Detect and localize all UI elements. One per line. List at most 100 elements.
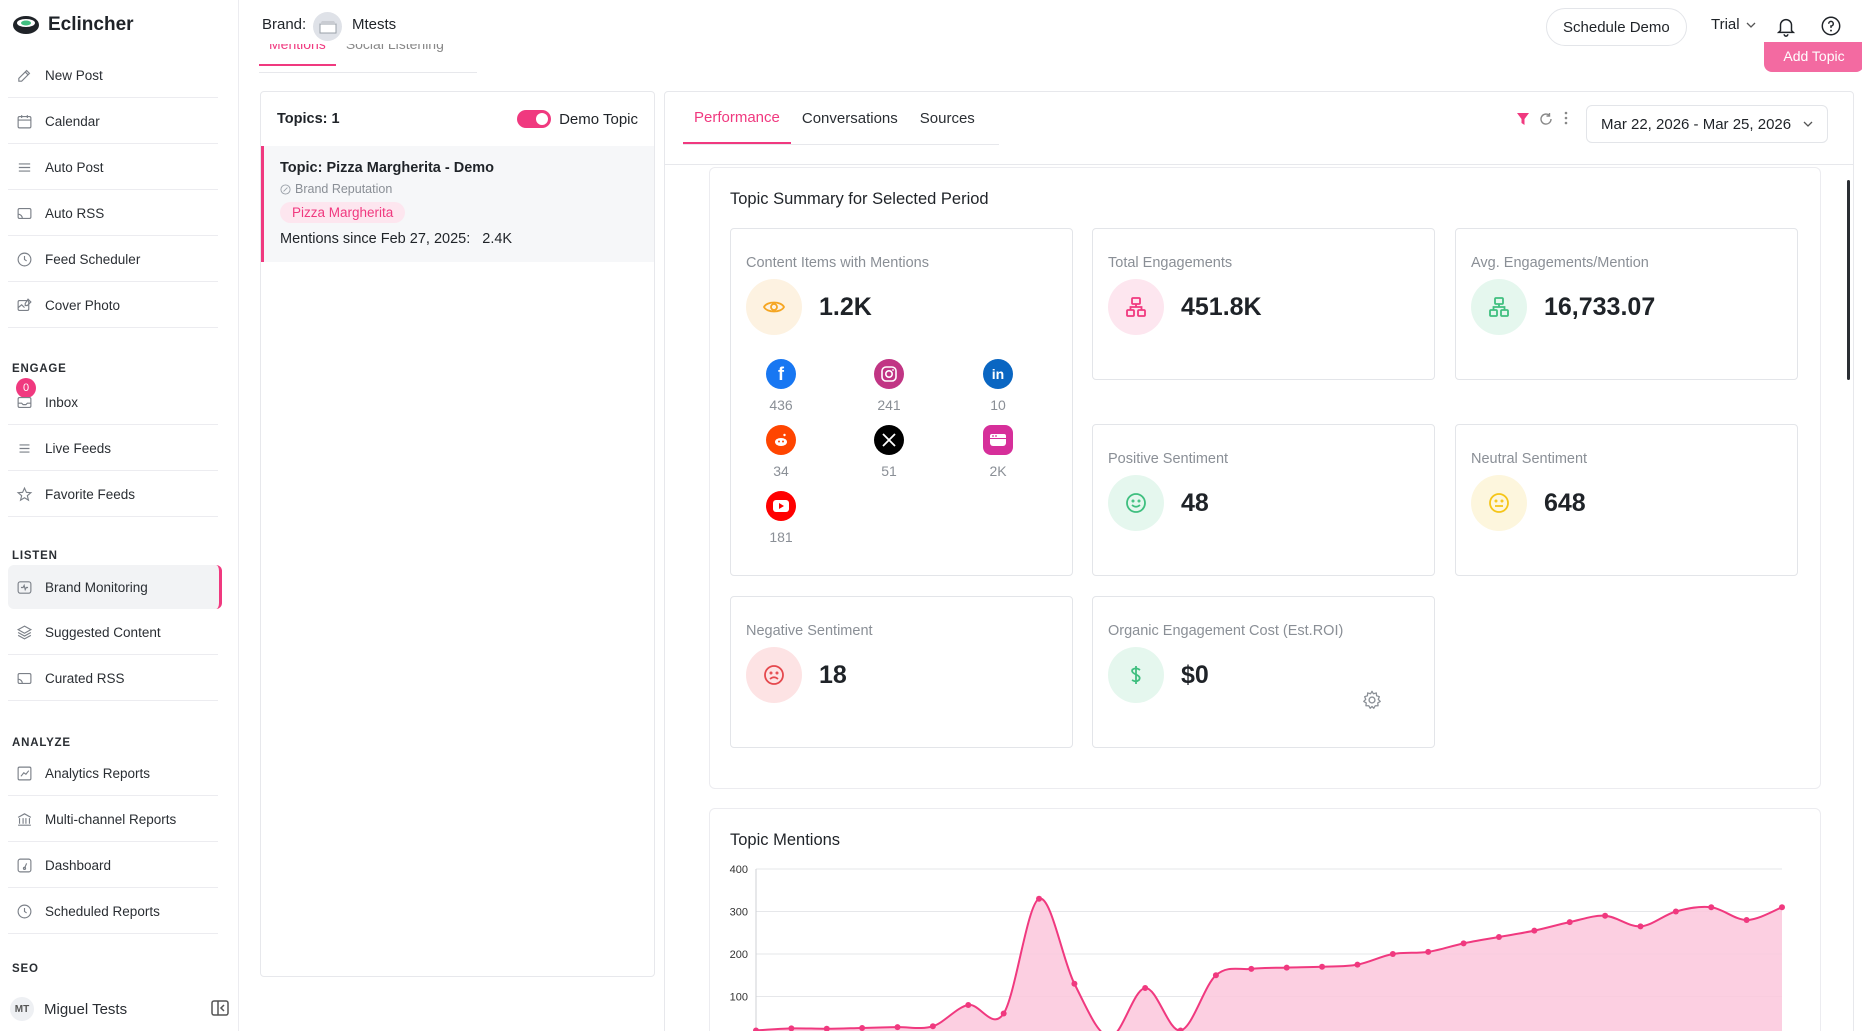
logo[interactable]: Eclincher: [12, 14, 134, 36]
date-range-value: Mar 22, 2026 - Mar 25, 2026: [1601, 115, 1792, 133]
network-count: 2K: [989, 463, 1007, 479]
organic-cost-card: Organic Engagement Cost (Est.ROI) $0: [1092, 596, 1435, 748]
sidebar-item-analytics-reports[interactable]: Analytics Reports: [8, 752, 218, 796]
linkedin-icon: in: [983, 359, 1013, 389]
avg-engagements-value: 16,733.07: [1544, 293, 1656, 321]
sidebar-item-label: New Post: [45, 68, 103, 83]
tab-sources[interactable]: Sources: [919, 109, 975, 127]
scrollbar[interactable]: [1847, 180, 1850, 380]
negative-sentiment-value: 18: [819, 661, 847, 689]
help-icon[interactable]: [1820, 15, 1842, 37]
sidebar-item-cover-photo[interactable]: Cover Photo: [8, 284, 218, 328]
user-profile[interactable]: MT Miguel Tests: [10, 994, 230, 1024]
collapse-sidebar-icon[interactable]: [210, 998, 230, 1018]
data-point: [894, 1024, 901, 1031]
neutral-sentiment-label: Neutral Sentiment: [1471, 451, 1588, 467]
data-point: [1142, 985, 1149, 991]
sidebar-item-label: Scheduled Reports: [45, 904, 160, 919]
data-point: [1389, 951, 1396, 957]
network-youtube: 181: [751, 491, 811, 545]
image-edit-icon: [17, 298, 32, 312]
gear-icon[interactable]: [1361, 689, 1383, 711]
topic-keyword-chip: Pizza Margherita: [280, 202, 406, 223]
demo-topic-toggle[interactable]: Demo Topic: [517, 110, 638, 128]
reddit-icon: [766, 425, 796, 455]
filter-icon[interactable]: [1516, 112, 1530, 126]
data-point: [929, 1023, 936, 1030]
calendar-icon: [17, 115, 32, 129]
data-point: [1495, 934, 1502, 940]
toggle-switch[interactable]: [517, 110, 552, 128]
data-point: [1248, 965, 1255, 972]
topic-card[interactable]: Topic: Pizza Margherita - Demo Brand Rep…: [261, 146, 654, 262]
sidebar-item-label: Calendar: [45, 114, 100, 129]
network-reddit: 34: [751, 425, 811, 479]
sidebar-item-auto-post[interactable]: Auto Post: [8, 146, 218, 190]
data-point: [1000, 1010, 1007, 1017]
tab-mentions[interactable]: Mentions: [259, 44, 336, 66]
sidebar-item-suggested-content[interactable]: Suggested Content: [8, 611, 218, 655]
sidebar-item-curated-rss[interactable]: Curated RSS: [8, 657, 218, 701]
performance-panel: Performance Conversations Sources Mar 22…: [664, 91, 1854, 1031]
tab-performance[interactable]: Performance: [683, 92, 791, 144]
brand-name[interactable]: Mtests: [352, 16, 397, 33]
bell-icon[interactable]: [1775, 15, 1797, 37]
network-count: 34: [773, 463, 789, 479]
bank-icon: [17, 813, 32, 826]
data-point: [1460, 940, 1467, 947]
total-engagements-label: Total Engagements: [1108, 255, 1233, 271]
chevron-down-icon: [1803, 121, 1813, 127]
sidebar-item-favorite-feeds[interactable]: Favorite Feeds: [8, 473, 218, 517]
trial-dropdown[interactable]: Trial: [1711, 16, 1756, 33]
negative-sentiment-card: Negative Sentiment 18: [730, 596, 1073, 748]
date-range-picker[interactable]: Mar 22, 2026 - Mar 25, 2026: [1586, 105, 1828, 143]
sidebar-item-inbox[interactable]: Inbox: [8, 381, 218, 425]
data-point: [1212, 972, 1219, 979]
sidebar-item-label: Suggested Content: [45, 625, 161, 640]
sidebar-item-dashboard[interactable]: Dashboard: [8, 844, 218, 888]
brand-logo[interactable]: [313, 12, 342, 41]
sidebar-item-auto-rss[interactable]: Auto RSS: [8, 192, 218, 236]
schedule-demo-button[interactable]: Schedule Demo: [1546, 8, 1687, 46]
section-engage: ENGAGE: [12, 363, 67, 375]
more-vertical-icon[interactable]: [1563, 110, 1569, 126]
data-point: [1566, 919, 1573, 926]
data-point: [1779, 904, 1785, 911]
eclincher-logo-icon: [13, 16, 39, 34]
tab-conversations[interactable]: Conversations: [801, 109, 898, 127]
store-icon: [319, 20, 336, 33]
smile-icon-wrap: [1108, 475, 1164, 531]
sidebar-item-feed-scheduler[interactable]: Feed Scheduler: [8, 238, 218, 282]
sidebar-item-brand-monitoring[interactable]: Brand Monitoring: [8, 565, 222, 609]
inbox-icon: [17, 396, 32, 409]
sidebar-item-label: Dashboard: [45, 858, 112, 873]
sidebar: Eclincher ENGAGE LISTEN ANALYZE SEO 0 MT…: [0, 0, 239, 1031]
positive-sentiment-card: Positive Sentiment 48: [1092, 424, 1435, 576]
total-engagements-value: 451.8K: [1181, 293, 1262, 321]
eye-icon: [762, 301, 786, 313]
refresh-icon[interactable]: [1539, 112, 1553, 126]
sidebar-item-live-feeds[interactable]: Live Feeds: [8, 427, 218, 471]
list-icon: [19, 444, 30, 453]
top-tabs: Mentions Social Listening: [259, 44, 454, 74]
main-tabs-divider: [683, 144, 999, 145]
tab-social-listening[interactable]: Social Listening: [345, 44, 444, 52]
topic-title: Topic: Pizza Margherita - Demo: [280, 160, 495, 176]
content-items-card: Content Items with Mentions 1.2K f 436 241…: [730, 228, 1073, 576]
sidebar-item-label: Brand Monitoring: [45, 579, 148, 595]
engagement-icon: [1126, 297, 1146, 317]
report-icon: [17, 766, 32, 781]
data-point: [1036, 895, 1043, 902]
sidebar-item-label: Favorite Feeds: [45, 487, 136, 502]
y-tick-label: 200: [730, 949, 748, 961]
sidebar-item-multi-channel-reports[interactable]: Multi-channel Reports: [8, 798, 218, 842]
sidebar-item-label: Inbox: [45, 395, 79, 410]
sidebar-item-calendar[interactable]: Calendar: [8, 100, 218, 144]
main-tabs: Performance Conversations Sources: [683, 92, 986, 144]
organic-cost-label: Organic Engagement Cost (Est.ROI): [1108, 623, 1344, 639]
sidebar-item-new-post[interactable]: New Post: [8, 54, 218, 98]
add-topic-button[interactable]: Add Topic: [1764, 42, 1862, 72]
avg-engagements-card: Avg. Engagements/Mention 16,733.07: [1455, 228, 1798, 380]
sidebar-item-scheduled-reports[interactable]: Scheduled Reports: [8, 890, 218, 934]
network-linkedin: in 10: [968, 359, 1028, 413]
